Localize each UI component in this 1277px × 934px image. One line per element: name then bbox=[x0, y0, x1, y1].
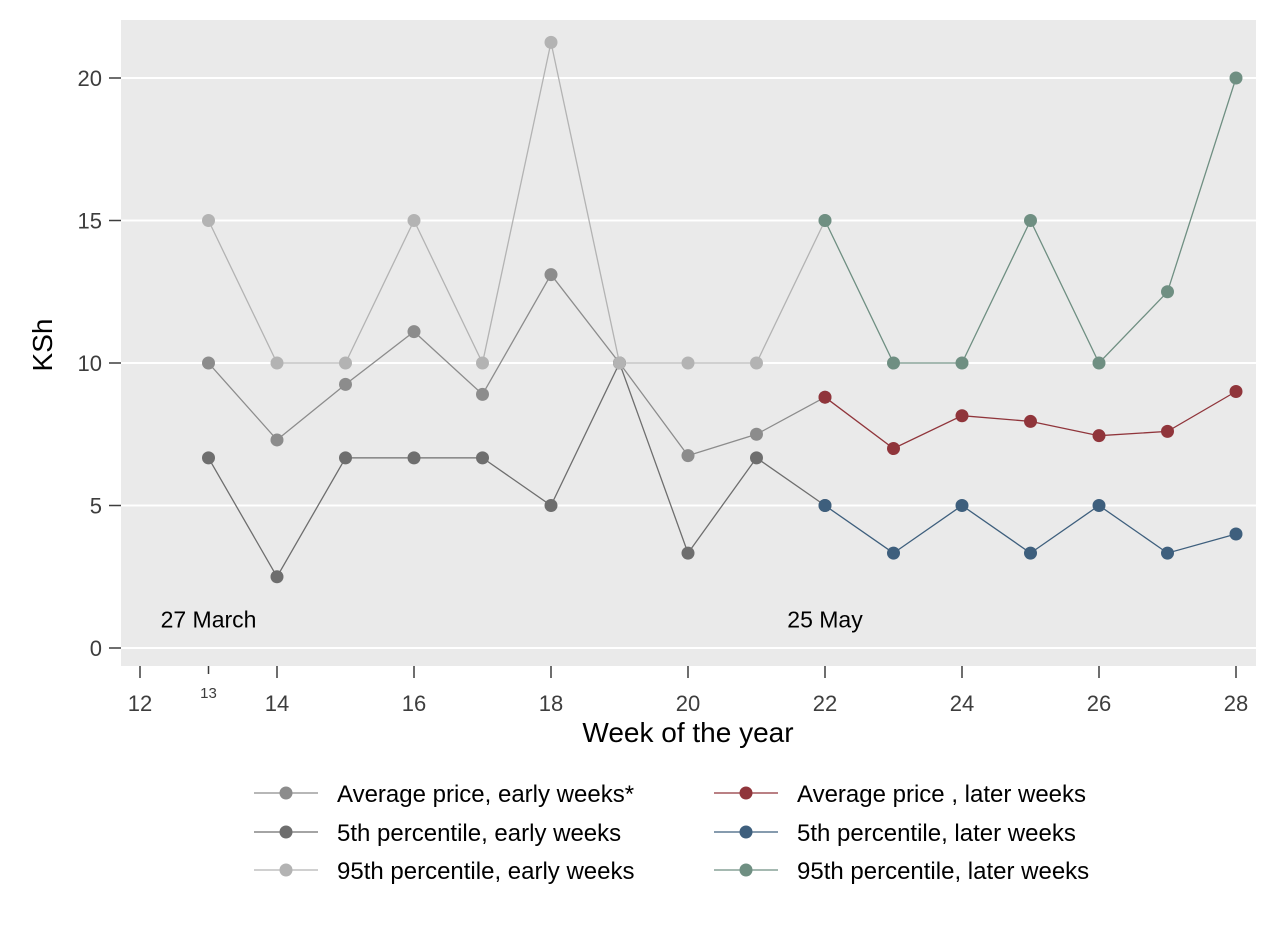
series-5-point-23 bbox=[887, 546, 900, 560]
series-lines bbox=[202, 35, 1243, 584]
legend-entry-2: 5th percentile, early weeks bbox=[254, 820, 621, 847]
series-6-point-26 bbox=[1092, 356, 1106, 370]
series-1-point-14 bbox=[270, 433, 284, 447]
annotations: 27 March 25 May bbox=[161, 607, 864, 633]
series-3-point-16 bbox=[407, 214, 421, 227]
legend-swatch-marker-6 bbox=[739, 863, 753, 877]
series-4-point-25 bbox=[1024, 414, 1037, 428]
series-2-point-21 bbox=[750, 451, 763, 465]
y-tick-label-5: 5 bbox=[90, 494, 102, 519]
legend-entry-1: Average price, early weeks* bbox=[254, 781, 634, 808]
series-5-point-28 bbox=[1229, 527, 1243, 541]
plot-background bbox=[121, 20, 1256, 666]
y-tick-label-20: 20 bbox=[78, 66, 102, 91]
series-1-point-13 bbox=[202, 356, 215, 370]
series-3-point-14 bbox=[270, 356, 284, 370]
series-3-point-15 bbox=[339, 356, 352, 370]
series-3-point-19 bbox=[613, 356, 626, 370]
series-2-point-15 bbox=[339, 451, 352, 465]
series-6-point-27 bbox=[1161, 285, 1174, 299]
series-5-point-27 bbox=[1161, 546, 1174, 560]
legend-swatch-marker-4 bbox=[739, 786, 753, 800]
series-5-point-25 bbox=[1024, 546, 1037, 560]
y-axis-title: KSh bbox=[27, 319, 58, 372]
series-1-point-20 bbox=[681, 449, 695, 463]
series-5-point-26 bbox=[1092, 499, 1106, 512]
series-1-point-16 bbox=[407, 325, 421, 339]
legend-label-6: 95th percentile, later weeks bbox=[797, 858, 1089, 885]
series-2-line bbox=[207, 361, 826, 579]
series-6-point-25 bbox=[1024, 214, 1037, 227]
series-3-point-20 bbox=[681, 356, 695, 370]
series-3-point-21 bbox=[750, 356, 763, 370]
series-3-point-18 bbox=[544, 35, 558, 49]
series-4-point-23 bbox=[887, 442, 900, 455]
series-2-point-17 bbox=[476, 451, 489, 465]
axes: 0 5 10 15 20 12 14 16 18 20 22 24 26 28 13 bbox=[78, 66, 1249, 716]
series-3-line bbox=[207, 42, 826, 365]
series-4-point-24 bbox=[955, 409, 969, 423]
annotation-1: 27 March bbox=[161, 607, 257, 633]
y-tick-label-15: 15 bbox=[78, 209, 102, 234]
series-5-point-24 bbox=[955, 499, 969, 512]
series-1-line bbox=[208, 273, 826, 457]
x-axis-title: Week of the year bbox=[582, 717, 793, 748]
legend: Average price, early weeks* 5th percentil… bbox=[254, 781, 1089, 885]
series-5 bbox=[818, 499, 1243, 560]
legend-swatch-marker-1 bbox=[279, 786, 293, 800]
x-tick-label-22: 22 bbox=[813, 691, 837, 716]
series-6-point-28 bbox=[1229, 71, 1243, 85]
series-6 bbox=[818, 71, 1243, 370]
x-tick-label-28: 28 bbox=[1224, 691, 1248, 716]
x-tick-label-24: 24 bbox=[950, 691, 974, 716]
legend-entry-3: 95th percentile, early weeks bbox=[254, 858, 635, 885]
x-tick-label-12: 12 bbox=[128, 691, 152, 716]
series-4 bbox=[818, 385, 1243, 455]
legend-label-4: Average price , later weeks bbox=[797, 781, 1086, 808]
series-5-point-22 bbox=[818, 499, 832, 512]
legend-entry-6: 95th percentile, later weeks bbox=[714, 858, 1089, 885]
series-6-point-23 bbox=[887, 356, 900, 370]
series-3-point-13 bbox=[202, 214, 215, 227]
y-tick-label-0: 0 bbox=[90, 636, 102, 661]
legend-entry-4: Average price , later weeks bbox=[714, 781, 1086, 808]
series-2-point-14 bbox=[270, 570, 284, 584]
series-6-point-24 bbox=[955, 356, 969, 370]
series-4-point-22 bbox=[818, 390, 832, 404]
series-1-point-18 bbox=[544, 268, 558, 282]
series-1-point-21 bbox=[750, 427, 763, 441]
series-1-point-15 bbox=[339, 377, 352, 391]
series-4-point-27 bbox=[1161, 424, 1174, 438]
series-3-point-17 bbox=[476, 356, 489, 370]
legend-label-5: 5th percentile, later weeks bbox=[797, 820, 1076, 847]
legend-label-3: 95th percentile, early weeks bbox=[337, 858, 635, 885]
series-2-point-20 bbox=[681, 546, 695, 560]
series-4-point-28 bbox=[1229, 385, 1243, 398]
x-tick-label-16: 16 bbox=[402, 691, 426, 716]
series-2-point-13 bbox=[202, 451, 215, 465]
legend-swatch-marker-5 bbox=[739, 825, 753, 839]
legend-swatch-marker-2 bbox=[279, 825, 293, 839]
series-2-point-16 bbox=[407, 451, 421, 465]
series-1-point-17 bbox=[476, 387, 489, 401]
x-tick-label-26: 26 bbox=[1087, 691, 1111, 716]
series-2-point-18 bbox=[544, 499, 558, 512]
x-tick-label-20: 20 bbox=[676, 691, 700, 716]
y-tick-label-10: 10 bbox=[78, 351, 102, 376]
annotation-2: 25 May bbox=[787, 607, 863, 633]
legend-label-1: Average price, early weeks* bbox=[337, 781, 634, 808]
legend-label-2: 5th percentile, early weeks bbox=[337, 820, 621, 847]
x-minor-tick-label-13: 13 bbox=[200, 685, 217, 702]
x-tick-label-18: 18 bbox=[539, 691, 563, 716]
legend-swatch-marker-3 bbox=[279, 863, 293, 877]
series-3 bbox=[202, 35, 832, 370]
series-4-point-26 bbox=[1092, 429, 1106, 443]
x-tick-label-14: 14 bbox=[265, 691, 289, 716]
legend-entry-5: 5th percentile, later weeks bbox=[714, 820, 1076, 847]
series-6-point-22 bbox=[818, 214, 832, 227]
